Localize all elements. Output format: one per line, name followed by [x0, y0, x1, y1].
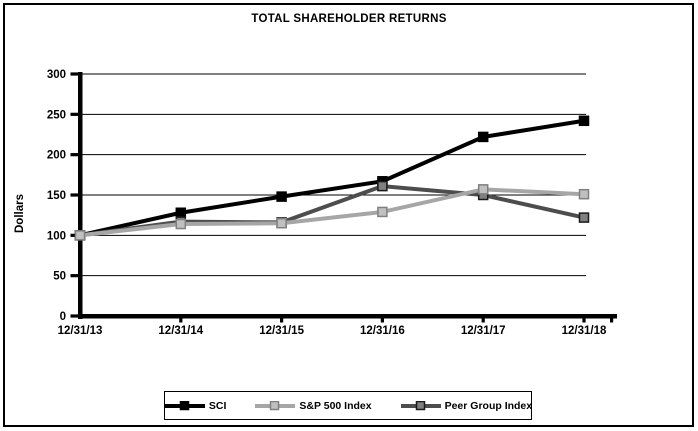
series-line-sci [79, 118, 585, 238]
x-tick [610, 318, 614, 323]
x-tick [380, 318, 384, 323]
series-line-s-p-500-index [79, 187, 585, 238]
data-point-marker-sci [477, 131, 489, 143]
y-axis [78, 72, 83, 319]
y-tick [70, 274, 80, 278]
series-line-peer-group-index [79, 184, 585, 238]
data-point-marker-s-p-500-index [377, 206, 388, 218]
y-tick-label: 250 [47, 109, 66, 121]
legend-line-marker-icon [255, 400, 296, 410]
y-axis-title-text: Dollars [14, 194, 26, 233]
x-tick-label: 12/31/17 [461, 325, 506, 337]
y-tick [70, 153, 80, 157]
legend-label-sci: SCI [208, 399, 227, 412]
data-point-marker-s-p-500-index [276, 217, 287, 229]
y-tick [70, 72, 80, 76]
data-point-marker-s-p-500-index [477, 184, 489, 195]
data-point-marker-sci [175, 207, 187, 218]
x-tick-label: 12/31/13 [58, 325, 103, 337]
chart-title: TOTAL SHAREHOLDER RETURNS [251, 13, 447, 25]
legend-entry-sp500: S&P 500 Index [254, 399, 372, 412]
data-point-marker-peer-group-index [578, 212, 590, 223]
legend-entry-sci: SCI [164, 399, 227, 412]
x-tick [481, 318, 485, 323]
legend-label-sp500: S&P 500 Index [299, 399, 372, 412]
y-tick-label: 50 [53, 271, 66, 283]
x-tick-label: 12/31/14 [158, 325, 203, 337]
x-tick-label: 12/31/16 [360, 325, 405, 337]
y-tick-label: 0 [60, 311, 66, 323]
x-tick [280, 318, 284, 323]
legend-line-marker-icon [164, 400, 205, 410]
y-tick-label: 100 [47, 230, 66, 242]
legend: SCI S&P 500 Index Peer Group Index [164, 391, 532, 420]
legend-label-peer-group: Peer Group Index [444, 399, 533, 412]
data-point-marker-s-p-500-index [578, 188, 590, 200]
x-tick-label: 12/31/15 [259, 325, 304, 337]
legend-line-marker-icon [400, 400, 441, 410]
y-tick [70, 193, 80, 197]
data-point-marker-s-p-500-index [74, 230, 86, 241]
y-tick-label: 300 [47, 69, 66, 81]
data-point-marker-sci [276, 191, 287, 202]
y-tick [70, 314, 80, 318]
data-point-marker-sci [578, 115, 590, 127]
x-axis [78, 314, 617, 319]
x-tick [582, 318, 586, 323]
data-point-marker-s-p-500-index [175, 218, 187, 230]
legend-entry-peer-group: Peer Group Index [400, 399, 533, 412]
x-tick-label: 12/31/18 [562, 325, 607, 337]
y-tick-label: 200 [47, 150, 66, 162]
y-tick [70, 112, 80, 116]
x-tick [179, 318, 183, 323]
data-point-marker-peer-group-index [377, 180, 388, 192]
y-tick-label: 150 [47, 190, 66, 202]
